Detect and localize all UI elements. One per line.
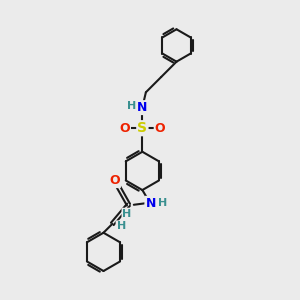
Text: N: N xyxy=(137,101,148,114)
Text: S: S xyxy=(137,121,147,135)
Text: H: H xyxy=(158,198,168,208)
Text: O: O xyxy=(155,122,165,135)
Text: O: O xyxy=(119,122,130,135)
Text: N: N xyxy=(146,197,156,210)
Text: H: H xyxy=(127,101,136,111)
Text: H: H xyxy=(116,221,126,231)
Text: H: H xyxy=(122,208,132,219)
Text: O: O xyxy=(110,174,120,187)
